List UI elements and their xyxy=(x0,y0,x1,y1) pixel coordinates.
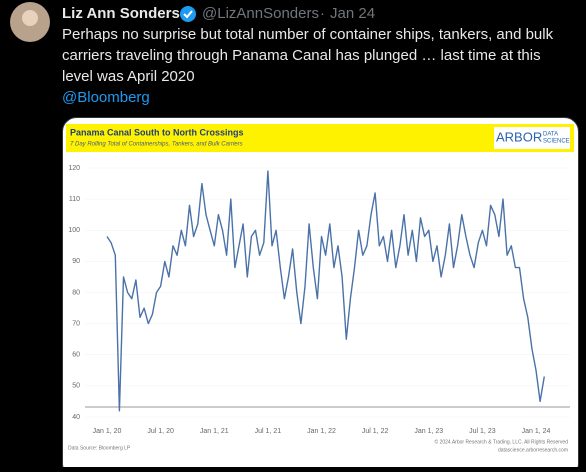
handle[interactable]: @LizAnnSonders xyxy=(202,5,319,22)
x-tick-label: Jul 1, 22 xyxy=(362,428,389,435)
tweet-text: Perhaps no surprise but total number of … xyxy=(62,26,554,43)
logo-sub: SCIENCE xyxy=(543,139,570,145)
y-tick-label: 110 xyxy=(69,196,80,203)
source: Data Source: Bloomberg LP xyxy=(68,445,131,451)
chart-subtitle: 7 Day Rolling Total of Containerships, T… xyxy=(70,142,243,148)
plot: 40 50 60 70 80 90 100 110 120 Jan 1, 20 Jul 1, 20 J… xyxy=(68,165,570,435)
y-tick-label: 70 xyxy=(72,320,80,327)
chart-header xyxy=(66,124,574,152)
y-tick-label: 100 xyxy=(68,227,80,234)
y-tick-label: 120 xyxy=(68,165,80,172)
copyright: datascience.arborresearch.com xyxy=(498,447,568,453)
author-name[interactable]: Liz Ann Sonders xyxy=(62,5,180,22)
chart-title: Panama Canal South to North Crossings xyxy=(70,127,244,137)
y-tick-label: 40 xyxy=(72,414,80,421)
y-tick-label: 60 xyxy=(72,352,80,359)
separator: · xyxy=(320,5,325,22)
avatar-face xyxy=(22,10,38,26)
mention[interactable]: @Bloomberg xyxy=(62,89,150,106)
y-tick-label: 80 xyxy=(72,289,80,296)
logo: ARBOR xyxy=(496,129,542,144)
x-tick-label: Jan 1, 23 xyxy=(414,428,443,435)
x-tick-label: Jan 1, 20 xyxy=(93,428,122,435)
media-card[interactable] xyxy=(62,117,579,472)
tweet-text: level was April 2020 xyxy=(62,68,195,85)
x-tick-label: Jan 1, 21 xyxy=(200,428,229,435)
x-tick-label: Jul 1, 23 xyxy=(469,428,496,435)
date[interactable]: Jan 24 xyxy=(330,5,375,22)
verified-badge xyxy=(180,6,196,22)
data-line xyxy=(106,170,545,412)
logo-box xyxy=(494,127,570,149)
x-tick-label: Jul 1, 21 xyxy=(255,428,282,435)
y-tick-label: 90 xyxy=(72,258,80,265)
logo-sub: DATA xyxy=(543,132,558,138)
x-tick-label: Jul 1, 20 xyxy=(147,428,174,435)
verified-check xyxy=(183,10,193,19)
x-tick-label: Jan 1, 24 xyxy=(522,428,551,435)
tweet-text: carriers traveling through Panama Canal … xyxy=(62,47,541,64)
y-tick-label: 50 xyxy=(72,383,80,390)
x-tick-label: Jan 1, 22 xyxy=(307,428,336,435)
copyright: © 2024 Arbor Research & Trading, LLC. Al… xyxy=(435,438,569,445)
